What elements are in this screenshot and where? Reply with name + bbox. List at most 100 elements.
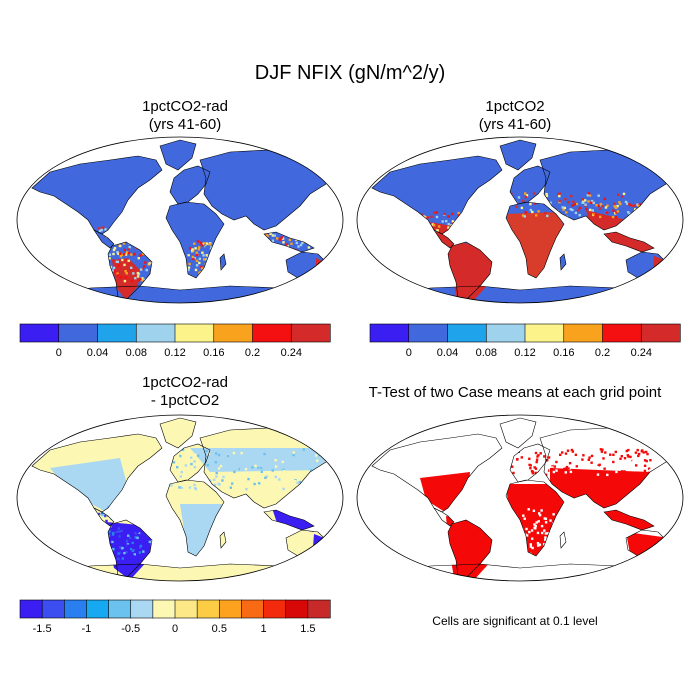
region-transition-cell [558, 200, 561, 203]
region-north-speckle-cell [637, 454, 640, 458]
region-eurasia-mix-cell [282, 487, 285, 491]
region-transition-cell [590, 199, 594, 203]
region-namerica-south-cell [432, 224, 436, 227]
region-eurasia-mix-cell [239, 468, 243, 471]
region-north-speckle-cell [565, 469, 568, 472]
region-transition-cell [628, 203, 631, 206]
region-eurasia-mix-cell [265, 475, 268, 478]
colorbar-tick-label: 1.5 [300, 623, 315, 635]
region-tropics-americas-cell [140, 279, 144, 282]
region-eurasia-mix-cell [232, 451, 236, 455]
region-tropics-mix-cell [119, 551, 122, 554]
panel-c-title-line1: 1pctCO2-rad [142, 374, 228, 391]
colorbar-tick-label: 0.08 [126, 347, 147, 359]
region-tropics-americas-cell [113, 247, 117, 250]
region-tropics-americas-cell [131, 277, 134, 280]
region-north-speckle-cell [612, 453, 615, 456]
region-eurasia-mix-cell [218, 483, 221, 486]
region-africa-holes-cell [544, 536, 547, 539]
region-namerica-south-cell [436, 229, 439, 232]
coast-seasia [263, 231, 315, 253]
region-transition-cell [612, 209, 615, 212]
region-africa-south-cell [187, 253, 190, 257]
region-africa-holes-cell [546, 532, 549, 535]
colorbar-swatch [640, 323, 681, 343]
region-north-speckle-cell [635, 464, 638, 467]
colorbar-swatch [108, 599, 132, 619]
region-asia-light [190, 448, 330, 472]
region-africa-south-cell [193, 257, 196, 260]
region-eurasia-mix-cell [212, 460, 215, 463]
region-eurasia-mix-cell [214, 452, 218, 455]
region-north-speckle-cell [565, 460, 569, 463]
region-tropics-americas-cell [113, 270, 116, 273]
region-tropics-americas-cell [124, 259, 127, 262]
region-north-speckle-cell [535, 458, 539, 461]
map-boundary [16, 414, 344, 582]
region-transition-cell [588, 194, 592, 197]
region-tropics-americas-cell [125, 272, 128, 275]
region-seasia-cell [282, 241, 285, 244]
region-tropics-mix-cell [138, 551, 142, 554]
region-transition-cell [587, 200, 590, 203]
region-north-speckle-cell [603, 462, 607, 465]
region-tropics-americas-cell [124, 266, 127, 270]
region-africa-holes-cell [537, 544, 540, 547]
region-eurasia-mix-cell [247, 477, 250, 481]
region-tropics-americas-cell [130, 279, 133, 282]
region-transition-cell [562, 208, 565, 211]
region-tropics-mix-cell [104, 514, 107, 518]
region-namerica-south-cell [447, 222, 450, 226]
colorbar-tick-label: 0.12 [164, 347, 185, 359]
colorbar-swatch [369, 323, 410, 343]
region-eurasia-mix-cell [292, 453, 295, 457]
region-north-speckle-cell [555, 472, 558, 475]
colorbar-swatch [152, 599, 176, 619]
region-tropics-americas-cell [136, 275, 140, 278]
region-seasia-cell [286, 244, 289, 248]
region-seasia-cell [288, 238, 291, 242]
region-north-speckle-cell [622, 472, 626, 476]
region-africa-south-cell [203, 258, 206, 261]
colorbar-tick-label: -1.5 [33, 623, 52, 635]
region-north-speckle-cell [627, 448, 630, 452]
colorbar-swatch [196, 599, 220, 619]
region-africa-holes-cell [529, 545, 533, 548]
colorbar-swatch [285, 599, 309, 619]
region-africa-holes-cell [531, 537, 534, 540]
region-north-speckle-cell [636, 472, 639, 476]
map-panel-d [356, 414, 684, 582]
region-transition-cell [627, 211, 630, 214]
region-north-speckle-cell [552, 469, 555, 472]
region-north-speckle-cell [600, 450, 604, 453]
region-africa-holes-cell [544, 517, 548, 520]
region-africa-south-cell [190, 259, 193, 263]
region-eurasia-mix-cell [258, 468, 261, 471]
colorbar-tick-label: -1 [82, 623, 92, 635]
region-transition-cell [587, 192, 591, 195]
colorbar-tick-label: 0 [406, 347, 412, 359]
region-eurasia-mix-cell [297, 475, 300, 478]
colorbar-tick-label: 0.04 [437, 347, 458, 359]
coast-seasia [603, 509, 655, 531]
region-north-speckle-cell [629, 459, 632, 463]
region-tropics-mix-cell [117, 557, 120, 561]
colorbar-swatch [19, 599, 43, 619]
panel-b-title: 1pctCO2 (yrs 41-60) [350, 98, 680, 134]
region-north-speckle-cell [643, 459, 647, 462]
region-tropics-mix-cell [101, 513, 104, 517]
region-north-speckle-cell [603, 448, 606, 451]
panel-c-title-line2: - 1pctCO2 [150, 392, 220, 409]
region-tropics-americas-cell [142, 252, 145, 256]
region-north-speckle-cell [608, 456, 611, 460]
region-eurasia-mix-cell [222, 475, 225, 479]
region-tropics-mix-cell [107, 534, 111, 537]
colorbar-swatch [19, 323, 60, 343]
region-africa-south-cell [200, 265, 203, 269]
land-namerica [372, 156, 502, 234]
region-eurasia-mix-cell [180, 470, 183, 474]
region-transition-cell [611, 215, 615, 219]
region-north-speckle-cell [511, 465, 514, 468]
region-north-speckle-cell [629, 457, 633, 460]
region-tropics-mix-cell [132, 555, 135, 558]
